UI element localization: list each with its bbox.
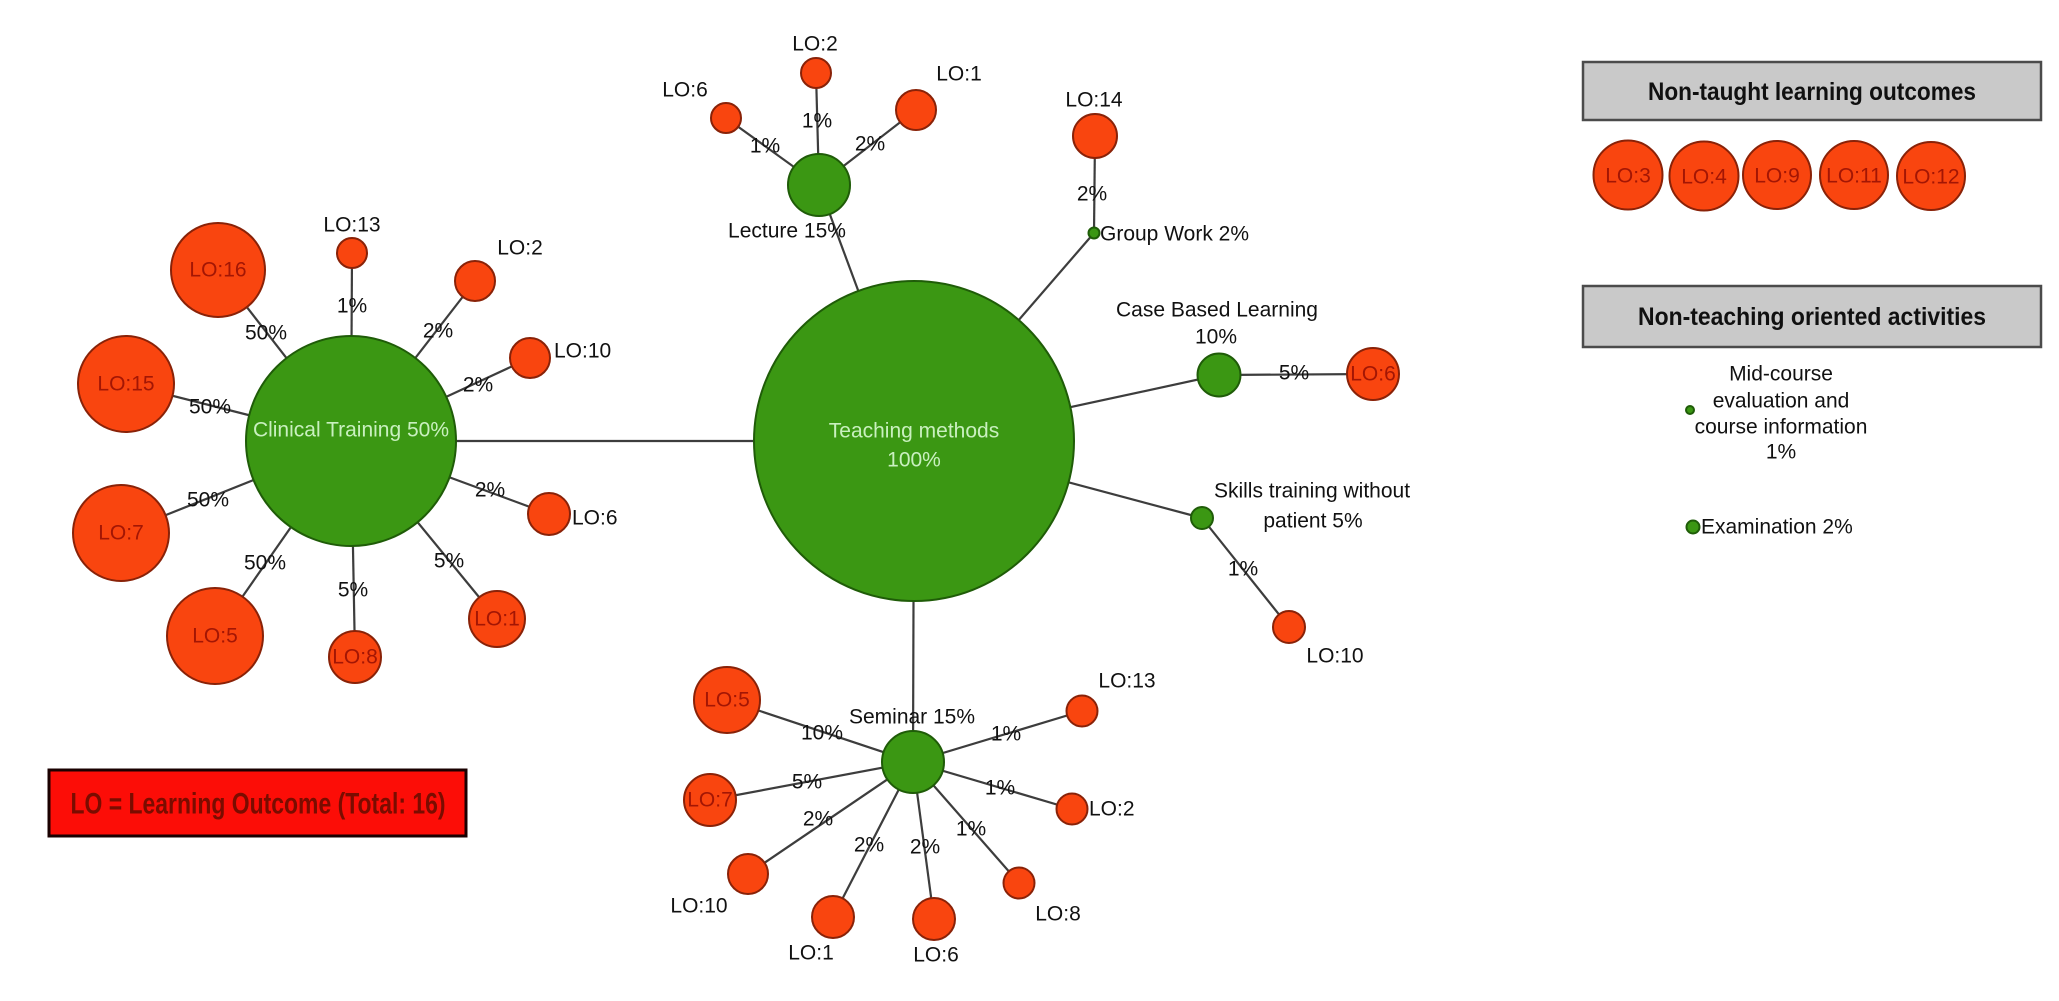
svg-text:LO:16: LO:16 (189, 259, 246, 282)
svg-text:LO:4: LO:4 (1681, 166, 1727, 189)
svg-text:50%: 50% (245, 322, 287, 345)
svg-text:LO:10: LO:10 (670, 895, 727, 918)
svg-text:LO:1: LO:1 (788, 942, 834, 965)
svg-text:10%: 10% (1195, 326, 1237, 349)
svg-text:LO:13: LO:13 (1098, 670, 1155, 693)
svg-text:LO:13: LO:13 (323, 214, 380, 237)
svg-text:LO:6: LO:6 (662, 79, 708, 102)
svg-text:LO:7: LO:7 (98, 522, 144, 545)
svg-text:evaluation and: evaluation and (1713, 390, 1850, 413)
svg-text:1%: 1% (956, 818, 986, 841)
svg-text:5%: 5% (434, 550, 464, 573)
svg-text:LO:12: LO:12 (1902, 166, 1959, 189)
svg-text:LO:10: LO:10 (1306, 645, 1363, 668)
svg-text:50%: 50% (187, 489, 229, 512)
svg-text:Seminar 15%: Seminar 15% (849, 706, 975, 729)
svg-text:LO:8: LO:8 (332, 646, 378, 669)
svg-text:50%: 50% (189, 396, 231, 419)
svg-text:course information: course information (1695, 416, 1868, 439)
svg-text:2%: 2% (855, 133, 885, 156)
svg-text:LO:6: LO:6 (1350, 363, 1396, 386)
svg-text:1%: 1% (750, 135, 780, 158)
svg-text:Non-teaching oriented activiti: Non-teaching oriented activities (1638, 303, 1986, 331)
svg-text:2%: 2% (1077, 183, 1107, 206)
svg-text:LO:2: LO:2 (792, 33, 838, 56)
svg-text:LO:5: LO:5 (192, 625, 238, 648)
svg-text:50%: 50% (244, 552, 286, 575)
svg-text:1%: 1% (991, 723, 1021, 746)
svg-text:Mid-course: Mid-course (1729, 363, 1833, 386)
svg-text:LO:1: LO:1 (474, 608, 520, 631)
svg-text:LO:14: LO:14 (1065, 89, 1123, 112)
svg-text:Examination 2%: Examination 2% (1701, 516, 1853, 539)
svg-text:5%: 5% (1279, 362, 1309, 385)
svg-text:patient 5%: patient 5% (1263, 510, 1362, 533)
svg-text:5%: 5% (792, 771, 822, 794)
svg-text:LO:6: LO:6 (913, 944, 959, 967)
svg-text:LO:9: LO:9 (1754, 165, 1800, 188)
svg-text:2%: 2% (475, 479, 505, 502)
svg-text:LO:6: LO:6 (572, 507, 618, 530)
svg-text:LO:1: LO:1 (936, 63, 982, 86)
svg-text:1%: 1% (337, 295, 367, 318)
svg-text:1%: 1% (1766, 441, 1796, 464)
svg-text:LO:2: LO:2 (497, 237, 543, 260)
svg-text:100%: 100% (887, 449, 941, 472)
svg-text:LO:10: LO:10 (554, 340, 611, 363)
svg-text:Clinical Training 50%: Clinical Training 50% (253, 419, 449, 442)
svg-text:Lecture 15%: Lecture 15% (728, 220, 846, 243)
svg-text:2%: 2% (910, 836, 940, 859)
svg-text:LO:15: LO:15 (97, 373, 154, 396)
svg-text:2%: 2% (463, 374, 493, 397)
svg-text:LO:8: LO:8 (1035, 903, 1081, 926)
svg-text:Non-taught learning outcomes: Non-taught learning outcomes (1648, 78, 1976, 106)
svg-text:1%: 1% (802, 110, 832, 133)
svg-text:Case Based Learning: Case Based Learning (1116, 299, 1318, 322)
svg-text:LO:7: LO:7 (687, 789, 733, 812)
svg-text:2%: 2% (423, 320, 453, 343)
svg-text:LO = Learning Outcome (Total:: LO = Learning Outcome (Total: 16) (71, 788, 446, 821)
svg-text:1%: 1% (1228, 558, 1258, 581)
svg-text:LO:2: LO:2 (1089, 798, 1135, 821)
svg-text:LO:11: LO:11 (1826, 165, 1882, 188)
svg-text:2%: 2% (803, 808, 833, 831)
svg-text:Teaching methods: Teaching methods (829, 420, 999, 443)
svg-text:LO:3: LO:3 (1605, 165, 1651, 188)
svg-text:Skills training without: Skills training without (1214, 480, 1410, 503)
svg-text:1%: 1% (985, 777, 1015, 800)
svg-text:LO:5: LO:5 (704, 689, 750, 712)
svg-text:Group Work 2%: Group Work 2% (1100, 223, 1249, 246)
svg-text:10%: 10% (801, 722, 843, 745)
svg-text:5%: 5% (338, 579, 368, 602)
svg-text:2%: 2% (854, 834, 884, 857)
